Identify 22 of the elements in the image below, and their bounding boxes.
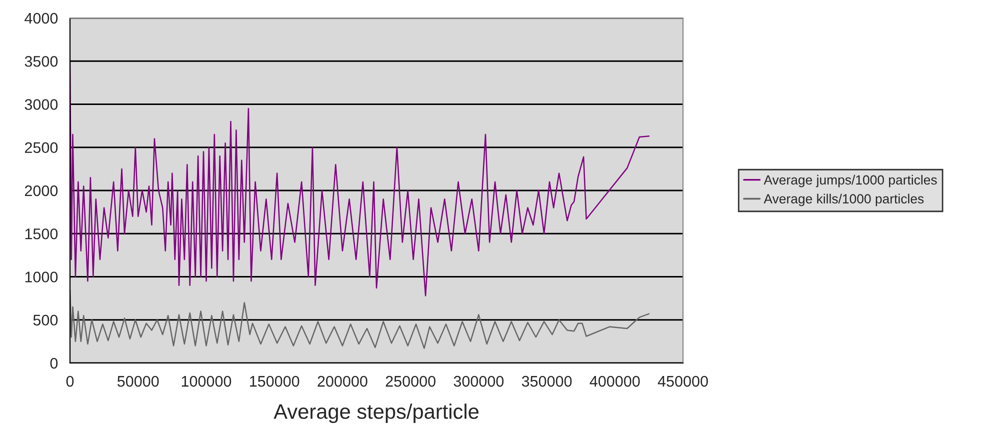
- y-tick-label: 1000: [25, 272, 58, 282]
- x-tick-label: 100000: [182, 376, 232, 387]
- legend-label: Average kills/1000 particles: [764, 194, 924, 206]
- x-tick-label: 0: [66, 376, 74, 387]
- x-tick-label: 150000: [250, 376, 300, 387]
- x-tick-label: 50000: [117, 376, 159, 387]
- y-tick-label: 3500: [24, 56, 58, 67]
- legend-label: Average jumps/1000 particles: [764, 174, 937, 188]
- y-tick-label: 2000: [24, 185, 58, 196]
- x-tick-label: 450000: [658, 376, 708, 387]
- x-tick-label: 300000: [454, 376, 504, 387]
- y-tick-label: 2500: [24, 142, 58, 154]
- y-tick-label: 3000: [24, 99, 58, 110]
- x-tick-label: 250000: [386, 376, 436, 387]
- y-tick-label: 500: [33, 314, 58, 326]
- x-tick-label: 400000: [590, 376, 640, 387]
- x-axis-title: Average steps/particle: [274, 404, 478, 424]
- y-tick-label: 4000: [24, 12, 58, 24]
- y-tick-label: 0: [50, 358, 58, 369]
- x-tick-label: 200000: [318, 376, 368, 387]
- y-tick-label: 1500: [25, 228, 58, 240]
- x-tick-label: 350000: [522, 376, 572, 387]
